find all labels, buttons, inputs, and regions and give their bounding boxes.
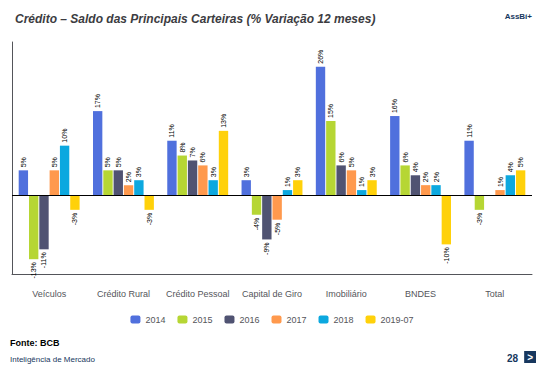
svg-text:5%: 5% (517, 157, 524, 167)
svg-text:-3%: -3% (146, 213, 153, 225)
svg-text:4%: 4% (507, 162, 514, 172)
svg-text:3%: 3% (135, 167, 142, 177)
svg-text:7%: 7% (189, 147, 196, 157)
svg-text:5%: 5% (20, 157, 27, 167)
svg-text:Crédito Rural: Crédito Rural (97, 289, 150, 299)
svg-text:3%: 3% (294, 167, 301, 177)
svg-text:5%: 5% (51, 157, 58, 167)
svg-text:BNDES: BNDES (405, 289, 436, 299)
svg-text:Crédito – Saldo das Principais: Crédito – Saldo das Principais Carteiras… (15, 12, 375, 26)
svg-text:-10%: -10% (443, 247, 450, 263)
svg-text:-3%: -3% (476, 213, 483, 225)
svg-text:1%: 1% (358, 177, 365, 187)
svg-text:2%: 2% (125, 172, 132, 182)
svg-text:13%: 13% (220, 114, 227, 128)
svg-text:Total: Total (485, 289, 504, 299)
svg-text:AssBí+: AssBí+ (505, 12, 533, 21)
svg-text:5%: 5% (348, 157, 355, 167)
svg-text:17%: 17% (94, 94, 101, 108)
svg-text:Inteligência de Mercado: Inteligência de Mercado (10, 355, 95, 364)
svg-text:2019-07: 2019-07 (381, 315, 414, 325)
svg-text:2%: 2% (422, 172, 429, 182)
svg-text:1%: 1% (284, 177, 291, 187)
svg-text:3%: 3% (369, 167, 376, 177)
svg-text:Veículos: Veículos (32, 289, 67, 299)
svg-text:-9%: -9% (263, 242, 270, 254)
svg-text:2017: 2017 (286, 315, 306, 325)
svg-text:6%: 6% (199, 152, 206, 162)
svg-text:3%: 3% (243, 167, 250, 177)
svg-text:Crédito Pessoal: Crédito Pessoal (166, 289, 230, 299)
svg-text:3%: 3% (210, 167, 217, 177)
svg-text:15%: 15% (327, 104, 334, 118)
svg-text:-4%: -4% (253, 218, 260, 230)
svg-text:2015: 2015 (192, 315, 212, 325)
svg-text:5%: 5% (115, 157, 122, 167)
svg-text:8%: 8% (179, 142, 186, 152)
svg-text:6%: 6% (402, 152, 409, 162)
svg-text:Capital de Giro: Capital de Giro (242, 289, 302, 299)
svg-text:28: 28 (507, 353, 519, 364)
svg-text:>: > (527, 352, 533, 363)
svg-text:1%: 1% (497, 177, 504, 187)
svg-text:5%: 5% (104, 157, 111, 167)
svg-text:2%: 2% (433, 172, 440, 182)
svg-text:2014: 2014 (145, 315, 165, 325)
svg-text:4%: 4% (412, 162, 419, 172)
svg-text:26%: 26% (317, 50, 324, 64)
svg-text:6%: 6% (338, 152, 345, 162)
svg-text:-5%: -5% (274, 223, 281, 235)
svg-text:Imobiliário: Imobiliário (326, 289, 367, 299)
svg-text:11%: 11% (168, 124, 175, 138)
svg-text:Fonte: BCB: Fonte: BCB (10, 338, 60, 348)
svg-text:-3%: -3% (71, 213, 78, 225)
svg-text:-13%: -13% (30, 262, 37, 278)
svg-text:10%: 10% (61, 129, 68, 143)
svg-text:2016: 2016 (239, 315, 259, 325)
svg-text:2018: 2018 (334, 315, 354, 325)
svg-text:16%: 16% (391, 99, 398, 113)
svg-text:-11%: -11% (40, 252, 47, 268)
svg-text:11%: 11% (466, 124, 473, 138)
